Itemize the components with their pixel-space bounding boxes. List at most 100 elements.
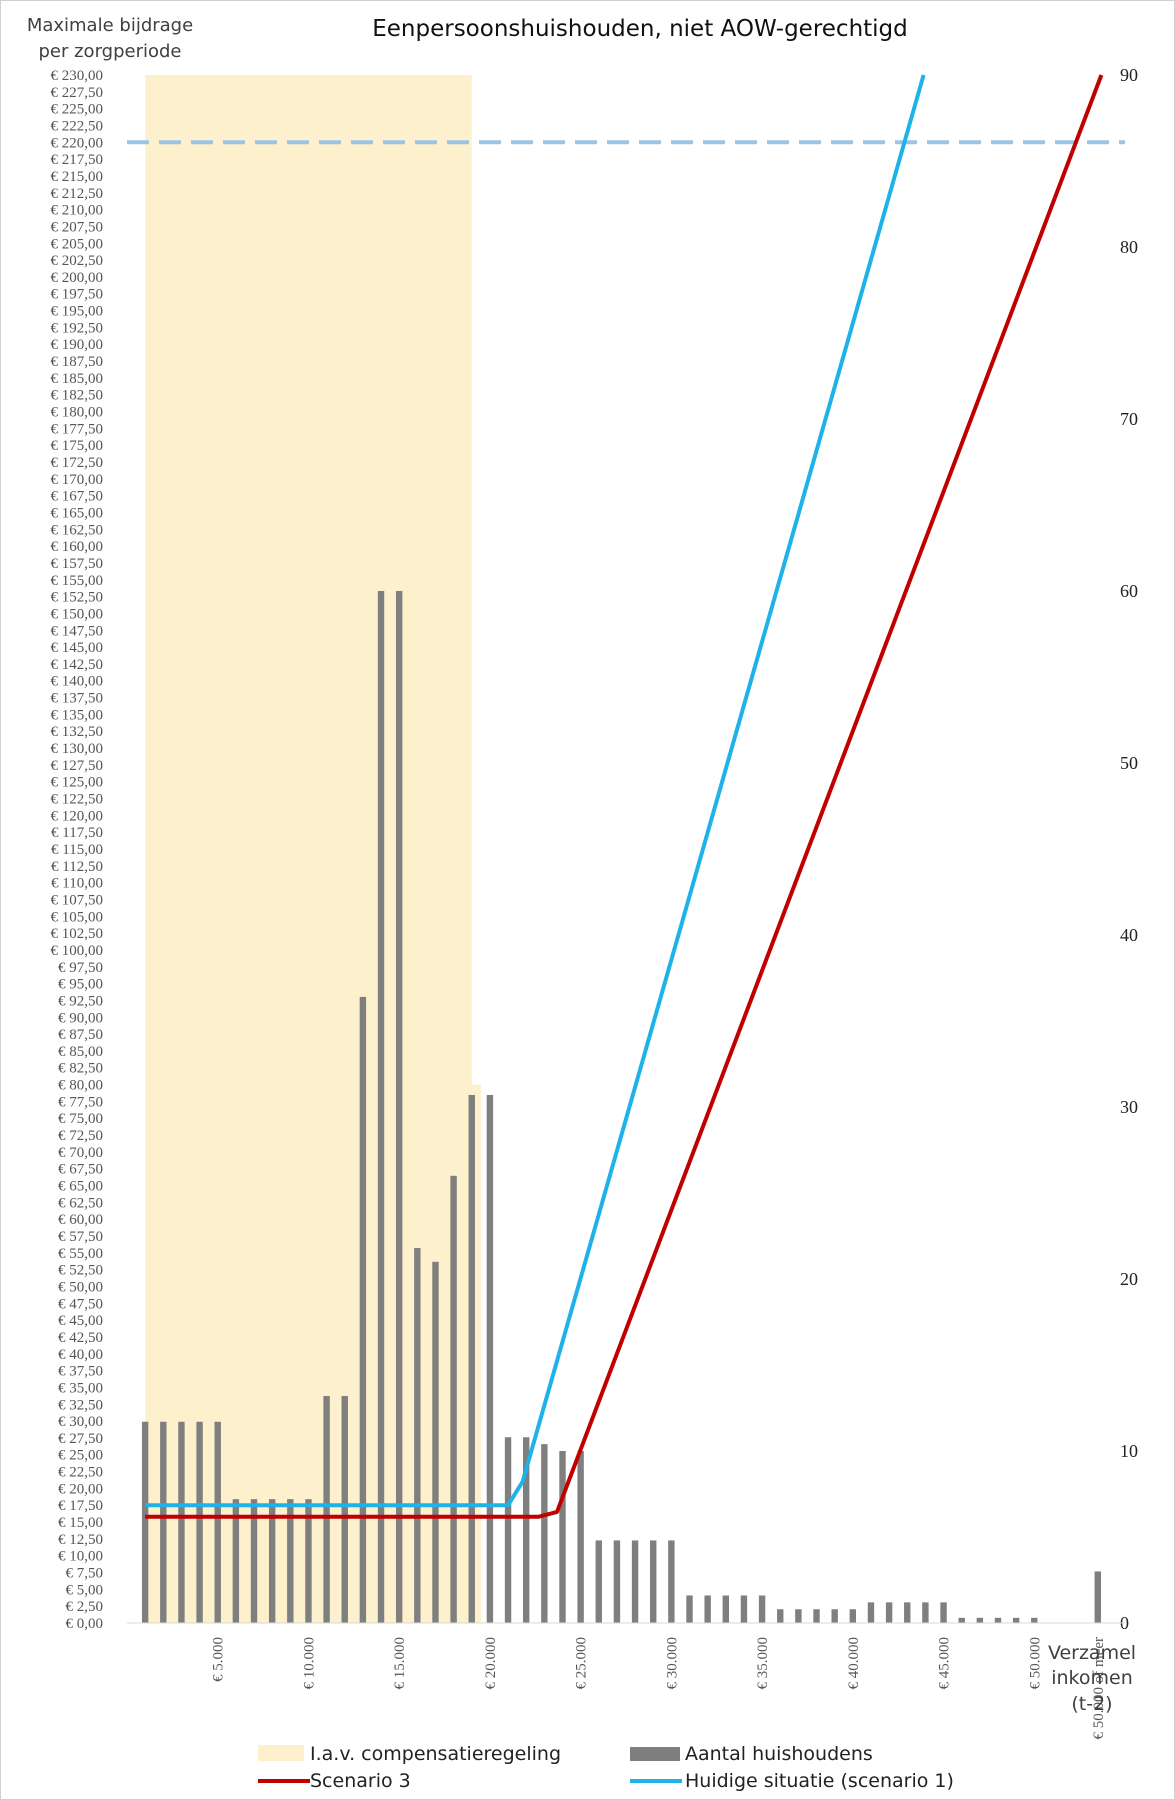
bar (450, 1175, 457, 1623)
y-axis-label-line2: per zorgperiode (38, 41, 181, 62)
y2-tick-label: 90 (1120, 65, 1138, 85)
y-tick-label: € 125,00 (51, 775, 104, 791)
x-tick-label: € 45.000 (937, 1637, 953, 1690)
y-tick-label: € 110,00 (51, 876, 103, 892)
bar (377, 591, 385, 1623)
y-tick-label: € 137,50 (51, 691, 104, 707)
bar (1094, 1571, 1101, 1623)
legend-swatch-band (258, 1745, 304, 1761)
legend-swatch-bars (630, 1747, 680, 1761)
bar (305, 1499, 312, 1623)
y-tick-label: € 42,50 (58, 1330, 103, 1346)
legend-label-huidige: Huidige situatie (scenario 1) (685, 1770, 954, 1792)
y-tick-label: € 72,50 (58, 1128, 103, 1144)
y-tick-label: € 70,00 (58, 1145, 103, 1161)
y-tick-label: € 77,50 (58, 1094, 103, 1110)
legend-label-band: I.a.v. compensatieregeling (310, 1743, 561, 1765)
bar (867, 1602, 875, 1623)
y-tick-label: € 57,50 (58, 1229, 103, 1245)
y-tick-label: € 5,00 (66, 1582, 104, 1598)
bar (994, 1617, 1002, 1623)
bar (595, 1540, 602, 1623)
y-tick-label: € 17,50 (58, 1498, 103, 1514)
y-tick-label: € 205,00 (51, 236, 104, 252)
y-tick-label: € 132,50 (51, 724, 104, 740)
y-tick-label: € 45,00 (58, 1313, 103, 1329)
bar (613, 1540, 621, 1623)
y-tick-label: € 127,50 (51, 758, 104, 774)
y-tick-label: € 100,00 (51, 943, 104, 959)
bar (976, 1617, 984, 1623)
bar (341, 1395, 348, 1623)
y-tick-label: € 195,00 (51, 304, 104, 320)
legend: I.a.v. compensatieregeling Aantal huisho… (258, 1743, 954, 1792)
highlight-band-layer (145, 75, 481, 1623)
y-tick-label: € 180,00 (51, 405, 104, 421)
y2-tick-label: 60 (1120, 581, 1138, 601)
bar (940, 1602, 947, 1623)
x-axis-label-line3: (t-2) (1071, 1693, 1112, 1715)
bar (559, 1451, 566, 1623)
y-tick-label: € 107,50 (51, 892, 104, 908)
bar (359, 996, 367, 1623)
y-tick-label: € 157,50 (51, 556, 104, 572)
y2-tick-label: 30 (1120, 1097, 1138, 1117)
bar (922, 1602, 929, 1623)
bar (395, 591, 403, 1623)
y2-tick-label: 50 (1120, 753, 1138, 773)
y-tick-label: € 145,00 (51, 640, 104, 656)
y-tick-label: € 150,00 (51, 606, 104, 622)
x-tick-label: € 50.000 (1027, 1637, 1043, 1690)
y-tick-label: € 220,00 (51, 135, 104, 151)
bar (904, 1602, 911, 1623)
y-tick-label: € 162,50 (51, 522, 104, 538)
y-tick-label: € 140,00 (51, 674, 104, 690)
y-tick-label: € 97,50 (58, 960, 103, 976)
y-tick-label: € 50,00 (58, 1279, 103, 1295)
y-tick-label: € 85,00 (58, 1044, 103, 1060)
y-tick-label: € 202,50 (51, 253, 104, 269)
y-tick-label: € 155,00 (51, 573, 104, 589)
y-tick-label: € 167,50 (51, 489, 104, 505)
y-tick-label: € 27,50 (58, 1431, 103, 1447)
x-tick-label: € 40.000 (846, 1637, 862, 1690)
x-tick-label: € 30.000 (664, 1637, 680, 1690)
y-tick-label: € 200,00 (51, 270, 104, 286)
bar (178, 1421, 185, 1623)
y-tick-label: € 170,00 (51, 472, 104, 488)
highlight-band (145, 75, 481, 1623)
y-tick-label: € 165,00 (51, 505, 104, 521)
y-tick-label: € 192,50 (51, 320, 104, 336)
y-tick-label: € 62,50 (58, 1195, 103, 1211)
bar (758, 1595, 766, 1623)
y-tick-label: € 212,50 (51, 186, 104, 202)
y-tick-label: € 160,00 (51, 539, 104, 555)
y-tick-label: € 35,00 (58, 1380, 103, 1396)
y-tick-label: € 7,50 (66, 1566, 104, 1582)
bar (1012, 1617, 1020, 1623)
y-tick-label: € 92,50 (58, 993, 103, 1009)
bars-layer (141, 591, 1101, 1623)
chart-title: Eenpersoonshuishouden, niet AOW-gerechti… (372, 16, 908, 42)
x-tick-label: € 25.000 (574, 1637, 590, 1690)
y-tick-label: € 82,50 (58, 1061, 103, 1077)
x-axis: € 5.000 € 10.000 € 15.000 € 20.000 € 25.000 €… (127, 1622, 1125, 1739)
y-axis-label-line1: Maximale bijdrage (27, 15, 193, 36)
y-tick-label: € 2,50 (66, 1599, 104, 1615)
bar (686, 1595, 693, 1623)
bar (196, 1421, 203, 1623)
y-tick-label: € 102,50 (51, 926, 104, 942)
y-tick-label: € 122,50 (51, 792, 104, 808)
y-tick-label: € 185,00 (51, 371, 104, 387)
bar (523, 1437, 530, 1623)
y-tick-label: € 230,00 (51, 68, 104, 84)
bar (885, 1602, 893, 1623)
bar (323, 1395, 330, 1623)
y-tick-label: € 47,50 (58, 1296, 103, 1312)
y-tick-label: € 40,00 (58, 1347, 103, 1363)
bar (414, 1248, 421, 1623)
y-tick-label: € 177,50 (51, 421, 104, 437)
bar (740, 1595, 748, 1623)
y-tick-label: € 147,50 (51, 623, 104, 639)
